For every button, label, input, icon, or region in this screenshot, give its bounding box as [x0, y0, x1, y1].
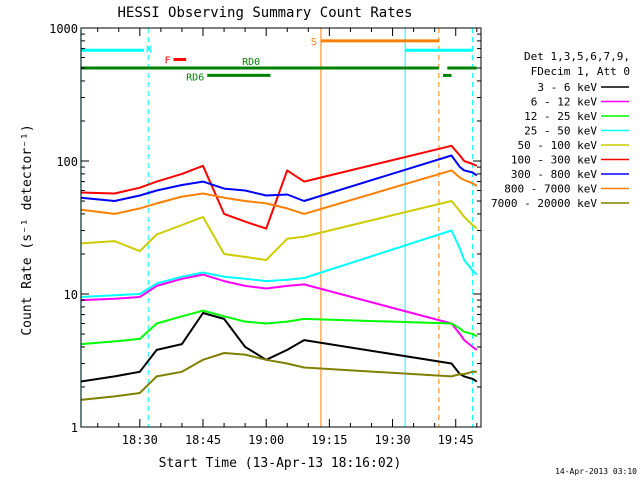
series-line-4 [80, 200, 478, 261]
series-line-2 [80, 309, 478, 346]
series-line-6 [80, 154, 478, 202]
legend-label-5: 100 - 300 keV [511, 154, 597, 167]
legend-label-2: 12 - 25 keV [524, 110, 597, 123]
series-line-7 [80, 169, 478, 215]
flag-label-RD0: RD0 [242, 57, 260, 68]
y-tick-label-2: 100 [56, 155, 78, 169]
legend-label-4: 50 - 100 keV [518, 139, 598, 152]
legend-title-line-1: Det 1,3,5,6,7,9, [524, 50, 630, 63]
legend-label-8: 7000 - 20000 keV [491, 197, 597, 210]
x-tick-label-0: 18:30 [122, 433, 158, 447]
y-tick-label-3: 1000 [49, 22, 78, 36]
legend: Det 1,3,5,6,7,9, FDecim 1, Att 0 3 - 6 k… [491, 50, 630, 210]
series-line-1 [80, 273, 478, 351]
timestamp: 14-Apr-2013 03:10 [555, 467, 637, 476]
flag-label-RD6: RD6 [186, 72, 204, 83]
axes: 18:30 18:45 19:00 19:15 19:30 19:45 1 10 100 1000 [49, 22, 482, 447]
legend-label-6: 300 - 800 keV [511, 168, 597, 181]
flag-label-N: N [146, 44, 152, 55]
legend-label-3: 25 - 50 keV [524, 125, 597, 138]
legend-label-0: 3 - 6 keV [537, 81, 597, 94]
chart-title: HESSI Observing Summary Count Rates [117, 5, 412, 21]
y-tick-label-1: 10 [64, 288, 78, 302]
x-tick-label-3: 19:15 [311, 433, 347, 447]
series-line-5 [80, 144, 478, 230]
flag-label-F: F [164, 55, 170, 66]
plot-frame [80, 27, 482, 428]
plot-area: N F S RD0 RD6 [80, 28, 478, 427]
series-line-8 [80, 352, 477, 401]
x-tick-label-4: 19:30 [374, 433, 410, 447]
y-axis-label: Count Rate (s⁻¹ detector⁻¹) [20, 124, 35, 335]
x-axis-label: Start Time (13-Apr-13 18:16:02) [159, 456, 402, 471]
series-line-3 [80, 229, 478, 298]
y-tick-label-0: 1 [71, 421, 78, 435]
x-tick-label-5: 19:45 [438, 433, 474, 447]
x-tick-label-2: 19:00 [248, 433, 284, 447]
legend-label-7: 800 - 7000 keV [504, 183, 597, 196]
x-tick-label-1: 18:45 [185, 433, 221, 447]
legend-label-1: 6 - 12 keV [531, 96, 598, 109]
flag-label-S: S [311, 37, 317, 48]
legend-title-line-2: FDecim 1, Att 0 [531, 65, 630, 78]
series-line-0 [80, 312, 478, 383]
